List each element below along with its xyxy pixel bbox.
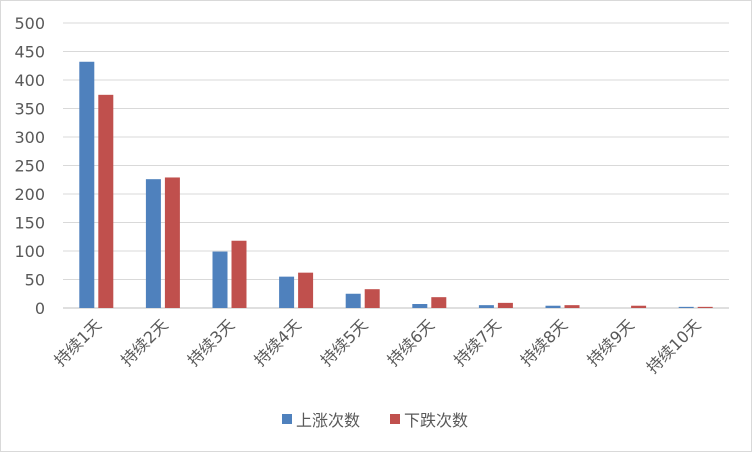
- bar-rise-4: [279, 276, 295, 308]
- y-tick-label: 250: [14, 157, 45, 176]
- bar-fall-2: [164, 177, 180, 308]
- bar-rise-2: [145, 179, 161, 308]
- legend-label-fall: 下跌次数: [404, 411, 468, 430]
- x-tick-label: 持续6天: [384, 315, 439, 370]
- bar-fall-9: [631, 305, 647, 308]
- y-tick-label: 300: [14, 128, 45, 147]
- bar-rise-8: [545, 305, 561, 308]
- bar-rise-1: [79, 61, 95, 309]
- x-tick-label: 持续4天: [250, 315, 305, 370]
- x-tick-label: 持续2天: [117, 315, 172, 370]
- bars: [79, 61, 713, 309]
- legend-swatch-fall: [390, 414, 400, 424]
- y-tick-label: 100: [14, 242, 45, 261]
- x-tick-label: 持续9天: [583, 315, 638, 370]
- x-tick-label: 持续1天: [51, 315, 106, 370]
- legend-label-rise: 上涨次数: [296, 411, 360, 430]
- bar-rise-7: [478, 305, 494, 308]
- x-tick-label: 持续10天: [643, 315, 705, 377]
- x-tick-label: 持续7天: [450, 315, 505, 370]
- legend-swatch-rise: [282, 414, 292, 424]
- bar-rise-6: [412, 304, 428, 308]
- y-tick-label: 450: [14, 43, 45, 62]
- bar-fall-6: [431, 297, 447, 308]
- gridlines: [63, 22, 729, 309]
- bar-fall-3: [231, 240, 247, 308]
- bar-fall-4: [298, 272, 314, 308]
- x-tick-label: 持续3天: [184, 315, 239, 370]
- x-axis-ticks: 持续1天 持续2天 持续3天 持续4天 持续5天 持续6天 持续7天 持续8天 持续9天 持续10…: [51, 315, 705, 377]
- y-tick-label: 200: [14, 185, 45, 204]
- bar-fall-8: [564, 305, 580, 308]
- bar-fall-5: [364, 289, 380, 308]
- bar-fall-10: [697, 306, 713, 308]
- legend: 上涨次数 下跌次数: [282, 411, 468, 430]
- y-tick-label: 500: [14, 14, 45, 33]
- x-tick-label: 持续5天: [317, 315, 372, 370]
- y-tick-label: 350: [14, 100, 45, 119]
- y-tick-label: 150: [14, 214, 45, 233]
- bar-fall-1: [98, 94, 114, 308]
- bar-rise-5: [345, 293, 361, 308]
- x-tick-label: 持续8天: [517, 315, 572, 370]
- bar-fall-7: [497, 302, 513, 308]
- y-axis-ticks: 0 50 100 150 200 250 300 350 400 450 500: [14, 14, 45, 318]
- y-tick-label: 0: [35, 299, 45, 318]
- y-tick-label: 400: [14, 71, 45, 90]
- bar-rise-3: [212, 251, 228, 308]
- bar-rise-10: [678, 306, 694, 308]
- y-tick-label: 50: [25, 271, 45, 290]
